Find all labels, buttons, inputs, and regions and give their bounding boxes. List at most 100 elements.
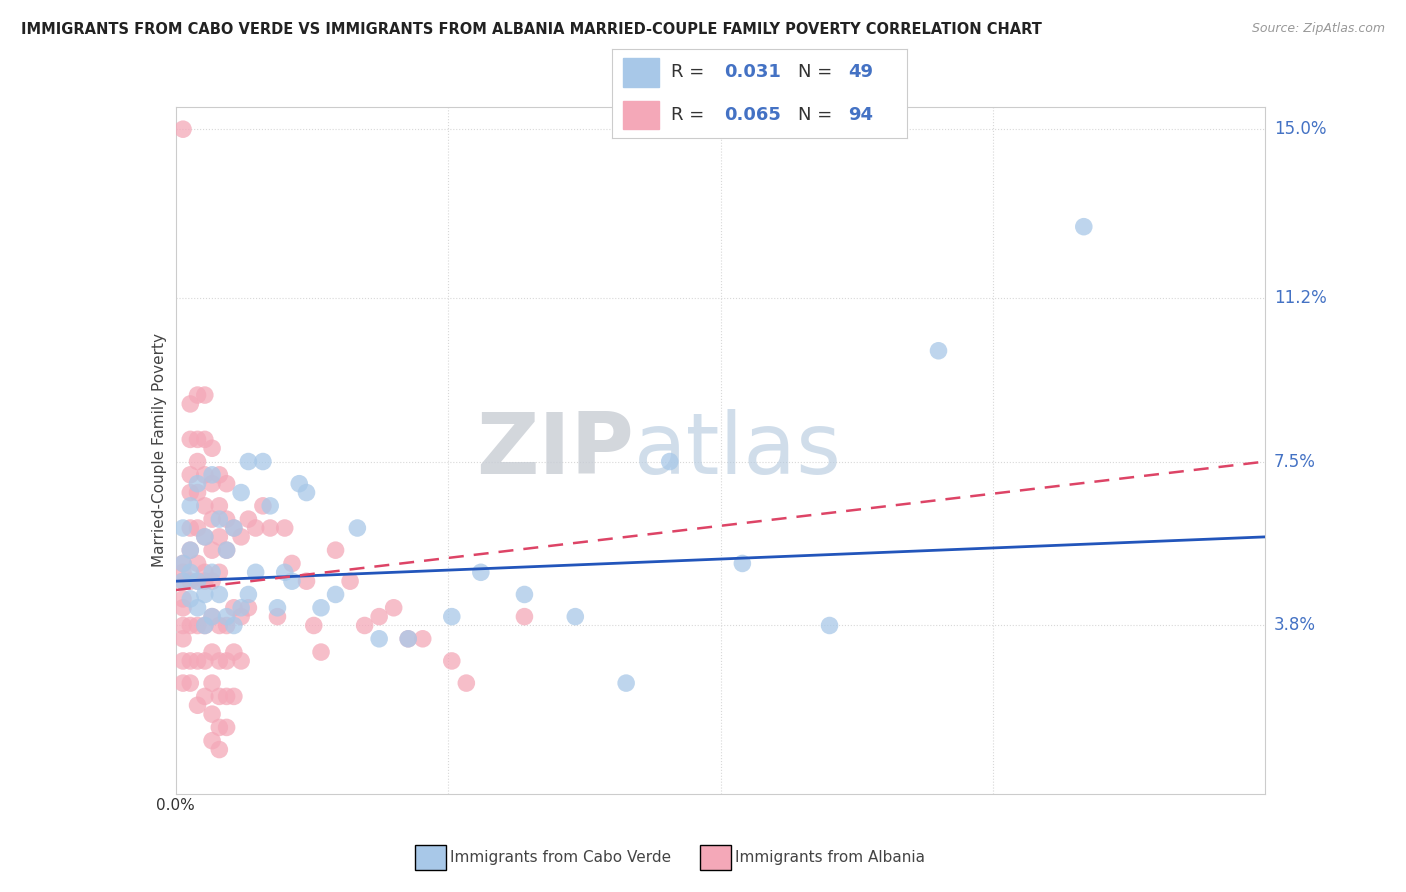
Point <box>215 720 238 734</box>
Point <box>186 476 209 491</box>
Point <box>231 654 253 668</box>
Point <box>186 574 209 589</box>
Point <box>818 618 841 632</box>
Point <box>274 521 297 535</box>
Point <box>215 618 238 632</box>
Point <box>194 433 217 447</box>
Point <box>194 618 217 632</box>
Point <box>208 618 231 632</box>
Point <box>179 591 201 606</box>
Point <box>172 618 194 632</box>
Text: Immigrants from Albania: Immigrants from Albania <box>735 850 925 864</box>
Point <box>396 632 419 646</box>
Point <box>194 587 217 601</box>
Text: Immigrants from Cabo Verde: Immigrants from Cabo Verde <box>450 850 671 864</box>
Point <box>201 707 224 722</box>
Point <box>564 609 586 624</box>
Point <box>201 609 224 624</box>
Text: 0.0%: 0.0% <box>156 798 195 813</box>
Bar <box>623 101 659 129</box>
Y-axis label: Married-Couple Family Poverty: Married-Couple Family Poverty <box>152 334 167 567</box>
Point <box>201 609 224 624</box>
Point <box>201 645 224 659</box>
Point <box>194 499 217 513</box>
Point <box>179 485 201 500</box>
Point <box>194 530 217 544</box>
Point <box>222 521 245 535</box>
Point <box>513 587 536 601</box>
Point <box>208 467 231 482</box>
Point <box>186 454 209 468</box>
Point <box>238 512 260 526</box>
Bar <box>623 58 659 87</box>
Point <box>186 485 209 500</box>
Point <box>194 388 217 402</box>
Point <box>179 654 201 668</box>
Point <box>368 609 391 624</box>
Point <box>266 600 288 615</box>
Point <box>201 574 224 589</box>
Point <box>222 618 245 632</box>
Point <box>194 618 217 632</box>
Point <box>215 543 238 558</box>
Point <box>179 566 201 580</box>
Point <box>201 476 224 491</box>
Point <box>215 476 238 491</box>
Point <box>274 566 297 580</box>
Text: 0.031: 0.031 <box>724 63 780 81</box>
Point <box>259 521 281 535</box>
Point <box>281 557 304 571</box>
Point <box>353 618 375 632</box>
Point <box>179 521 201 535</box>
Point <box>245 566 267 580</box>
Point <box>222 600 245 615</box>
Text: R =: R = <box>671 63 710 81</box>
Point <box>252 499 274 513</box>
Point <box>470 566 492 580</box>
Point <box>179 499 201 513</box>
Point <box>201 512 224 526</box>
Point <box>658 454 681 468</box>
Point <box>186 557 209 571</box>
Point <box>440 609 463 624</box>
Point <box>208 566 231 580</box>
Text: IMMIGRANTS FROM CABO VERDE VS IMMIGRANTS FROM ALBANIA MARRIED-COUPLE FAMILY POVE: IMMIGRANTS FROM CABO VERDE VS IMMIGRANTS… <box>21 22 1042 37</box>
Point <box>186 433 209 447</box>
Text: 94: 94 <box>848 106 873 124</box>
Point <box>252 454 274 468</box>
Point <box>201 442 224 456</box>
Point <box>172 557 194 571</box>
Point <box>172 566 194 580</box>
Point <box>172 521 194 535</box>
Point <box>215 543 238 558</box>
Point <box>215 690 238 704</box>
Point <box>928 343 950 358</box>
Point <box>309 600 332 615</box>
Point <box>238 587 260 601</box>
Point <box>179 397 201 411</box>
Point <box>456 676 478 690</box>
Point <box>201 467 224 482</box>
Point <box>245 521 267 535</box>
Point <box>179 618 201 632</box>
Text: 15.0%: 15.0% <box>1274 120 1326 138</box>
Text: 3.8%: 3.8% <box>1274 616 1316 634</box>
Text: 11.2%: 11.2% <box>1274 289 1326 307</box>
Point <box>208 530 231 544</box>
Point <box>231 530 253 544</box>
Point <box>222 645 245 659</box>
Point <box>179 543 201 558</box>
Point <box>215 512 238 526</box>
Point <box>208 587 231 601</box>
Point <box>396 632 419 646</box>
Point <box>513 609 536 624</box>
Point <box>208 720 231 734</box>
Point <box>325 543 347 558</box>
Point <box>231 600 253 615</box>
Point <box>194 574 217 589</box>
Text: R =: R = <box>671 106 710 124</box>
Point <box>295 574 318 589</box>
Point <box>172 676 194 690</box>
Point <box>222 690 245 704</box>
Point <box>295 485 318 500</box>
